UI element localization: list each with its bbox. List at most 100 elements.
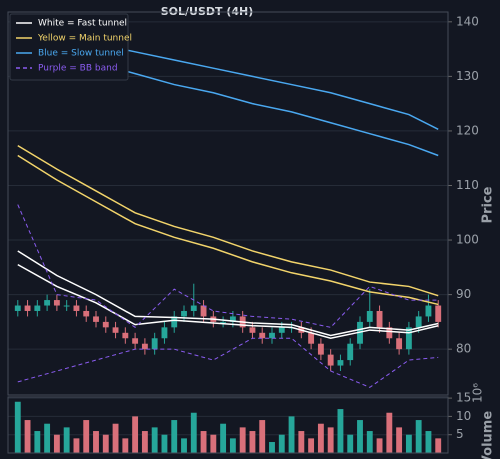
volume-bar xyxy=(141,431,148,453)
candle-body xyxy=(259,332,266,339)
y-tick-label: 5 xyxy=(456,427,464,441)
line xyxy=(17,145,439,297)
volume-bar xyxy=(53,434,60,453)
candle-body xyxy=(327,354,334,366)
volume-bar xyxy=(357,420,363,453)
candle-body xyxy=(269,332,275,339)
volume-bar xyxy=(269,442,275,453)
candle-body xyxy=(229,316,236,322)
candle-body xyxy=(161,327,168,339)
volume-bar xyxy=(122,438,129,453)
volume-bar xyxy=(259,420,266,453)
candle-body xyxy=(24,305,31,311)
volume-bar xyxy=(337,409,344,453)
volume-bar xyxy=(278,434,285,453)
plot-frame xyxy=(7,396,449,454)
volume-bar xyxy=(288,416,295,453)
legend-box xyxy=(9,13,129,81)
volume-bar xyxy=(102,434,109,453)
volume-bar xyxy=(229,438,236,453)
candle-body xyxy=(53,300,60,306)
candle-body xyxy=(366,310,373,322)
volume-bar xyxy=(112,423,119,453)
candle-body xyxy=(396,338,403,350)
volume-bar xyxy=(376,438,383,453)
candle-body xyxy=(141,343,148,350)
y-tick-label: 110 xyxy=(456,178,479,192)
candle-body xyxy=(132,338,139,344)
volume-bar xyxy=(405,434,412,453)
candle-body xyxy=(376,310,383,328)
volume-bar xyxy=(161,434,168,453)
candle-body xyxy=(14,305,21,311)
y-tick-label: 120 xyxy=(456,123,479,137)
candle-body xyxy=(347,343,354,361)
volume-bar xyxy=(425,431,432,453)
candle-body xyxy=(151,338,158,350)
candle-body xyxy=(308,332,315,344)
line xyxy=(17,263,439,340)
candle-body xyxy=(44,300,51,306)
volume-bar xyxy=(24,420,31,453)
legend: White = Fast tunnel Yellow = Main tunnel B… xyxy=(9,13,132,81)
candle-body xyxy=(102,321,109,328)
legend-label: Yellow = Main tunnel xyxy=(37,34,132,44)
volume-bar xyxy=(181,438,187,453)
legend-label: Purple = BB band xyxy=(38,64,118,74)
line xyxy=(17,250,439,337)
candle-body xyxy=(220,321,227,323)
candle-body xyxy=(34,305,41,311)
candle-body xyxy=(83,310,90,317)
candle-body xyxy=(425,305,432,317)
candle-body xyxy=(337,360,344,366)
volume-bar xyxy=(366,431,373,453)
volume-bar xyxy=(239,427,246,453)
y-tick-label: 90 xyxy=(456,287,471,301)
y-tick-label: 10 xyxy=(456,409,471,423)
volume-bar xyxy=(14,401,21,453)
volume-bar xyxy=(347,434,354,453)
volume-bar xyxy=(93,431,99,453)
candle-body xyxy=(171,316,178,328)
volume-bar xyxy=(132,416,139,453)
candle-body xyxy=(386,327,393,339)
legend-label: Blue = Slow tunnel xyxy=(38,49,124,59)
offset-text: 10⁶ xyxy=(471,383,485,403)
candle-body xyxy=(122,332,129,339)
volume-bar xyxy=(151,427,158,453)
candle-body xyxy=(405,327,412,350)
plot-frame xyxy=(7,11,449,396)
volume-axis-label: Volume xyxy=(481,411,496,459)
y-tick-label: 80 xyxy=(456,342,471,356)
volume-bar xyxy=(190,412,197,453)
volume-bar xyxy=(34,431,41,453)
candle-body xyxy=(317,343,324,355)
volume-bar xyxy=(200,431,207,453)
candle-body xyxy=(190,305,197,311)
line xyxy=(17,154,439,306)
volume-bar xyxy=(220,423,227,453)
volume-bar xyxy=(73,438,80,453)
candle-body xyxy=(278,327,285,333)
y-tick-label: 100 xyxy=(456,233,479,247)
line xyxy=(17,337,439,388)
volume-bar xyxy=(327,427,334,453)
volume-bar xyxy=(308,438,315,453)
volume-bar xyxy=(249,431,256,453)
candle-body xyxy=(63,305,70,307)
y-tick-label: 130 xyxy=(456,69,479,83)
volume-bar xyxy=(210,434,217,453)
candle-body xyxy=(112,327,119,333)
volume-bar xyxy=(415,420,422,453)
volume-bar xyxy=(44,423,51,453)
line xyxy=(17,204,439,328)
y-axis-label: Price xyxy=(481,186,496,223)
y-tick-label: 140 xyxy=(456,14,479,28)
legend-label: White = Fast tunnel xyxy=(38,19,127,29)
volume-bar xyxy=(63,427,70,453)
candle-body xyxy=(93,316,99,322)
volume-bar xyxy=(83,420,90,453)
candle-body xyxy=(435,305,442,322)
volume-bar xyxy=(396,427,403,453)
